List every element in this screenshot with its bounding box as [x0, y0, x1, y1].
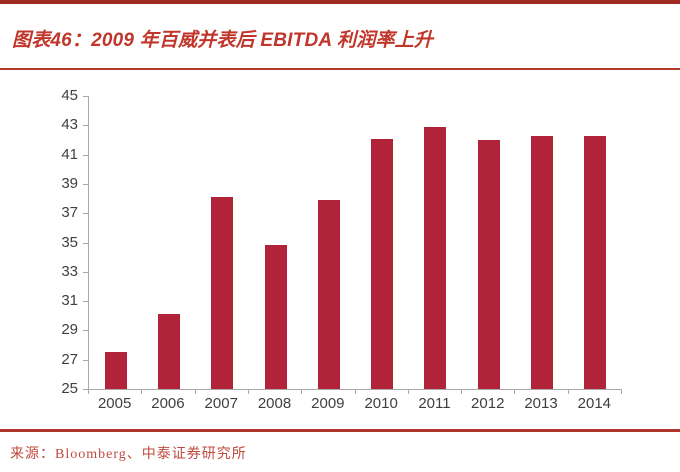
x-tick-label: 2008 [257, 395, 292, 412]
x-tick-mark [194, 390, 196, 394]
y-tick-label: 31 [61, 292, 78, 310]
x-tick-label: 2013 [524, 395, 558, 412]
y-tick-mark [83, 183, 88, 185]
y-tick-label: 45 [61, 87, 78, 104]
x-tick-mark [88, 390, 89, 394]
x-tick-mark [141, 390, 143, 394]
x-tick-label: 2007 [204, 395, 238, 412]
footer-divider [0, 429, 680, 432]
y-tick-label: 39 [61, 174, 78, 192]
x-tick-label: 2011 [418, 395, 451, 412]
y-tick-mark [83, 96, 88, 97]
y-tick-label: 33 [61, 262, 78, 280]
bar-2013 [531, 135, 554, 389]
bar-2009 [317, 200, 340, 389]
y-tick-mark [83, 242, 88, 244]
y-tick-label: 35 [61, 233, 78, 251]
y-tick-label: 27 [61, 350, 78, 368]
x-tick-mark [461, 390, 463, 394]
x-tick-label: 2005 [97, 395, 132, 412]
x-tick-mark [247, 390, 249, 394]
y-tick-label: 37 [61, 204, 78, 222]
y-tick-label: 41 [61, 145, 78, 163]
x-tick-label: 2010 [364, 395, 398, 412]
y-tick-mark [83, 213, 88, 215]
y-tick-mark [83, 154, 88, 156]
bar-2005 [104, 352, 127, 389]
y-tick-mark [83, 301, 88, 303]
y-tick-mark [83, 359, 88, 361]
y-tick-mark [83, 389, 88, 390]
y-tick-label: 43 [61, 116, 78, 134]
x-tick-mark [567, 390, 569, 394]
x-tick-mark [514, 390, 516, 394]
x-tick-label: 2006 [151, 395, 185, 412]
bar-2011 [424, 126, 447, 389]
x-tick-label: 2014 [577, 395, 612, 412]
y-tick-mark [83, 330, 88, 332]
bar-2010 [371, 138, 394, 389]
bar-2014 [584, 135, 607, 389]
y-tick-mark [83, 271, 88, 273]
title-divider [0, 68, 680, 70]
x-tick-mark [354, 390, 356, 394]
bar-2012 [477, 139, 500, 389]
top-divider [0, 0, 680, 4]
x-tick-label: 2009 [311, 395, 345, 412]
y-tick-label: 29 [61, 321, 78, 339]
y-tick-mark [83, 125, 88, 127]
bar-2008 [264, 245, 287, 389]
x-tick-mark [407, 390, 409, 394]
source-note: 来源：Bloomberg、中泰证券研究所 [10, 447, 247, 462]
plot-area [88, 96, 622, 390]
x-tick-mark [301, 390, 303, 394]
x-tick-mark [621, 390, 622, 394]
bar-2006 [157, 314, 180, 389]
x-tick-label: 2012 [471, 395, 505, 412]
y-tick-label: 25 [61, 380, 78, 397]
figure-title: 图表46：2009 年百威并表后 EBITDA 利润率上升 [12, 30, 434, 51]
bar-2007 [211, 197, 234, 389]
